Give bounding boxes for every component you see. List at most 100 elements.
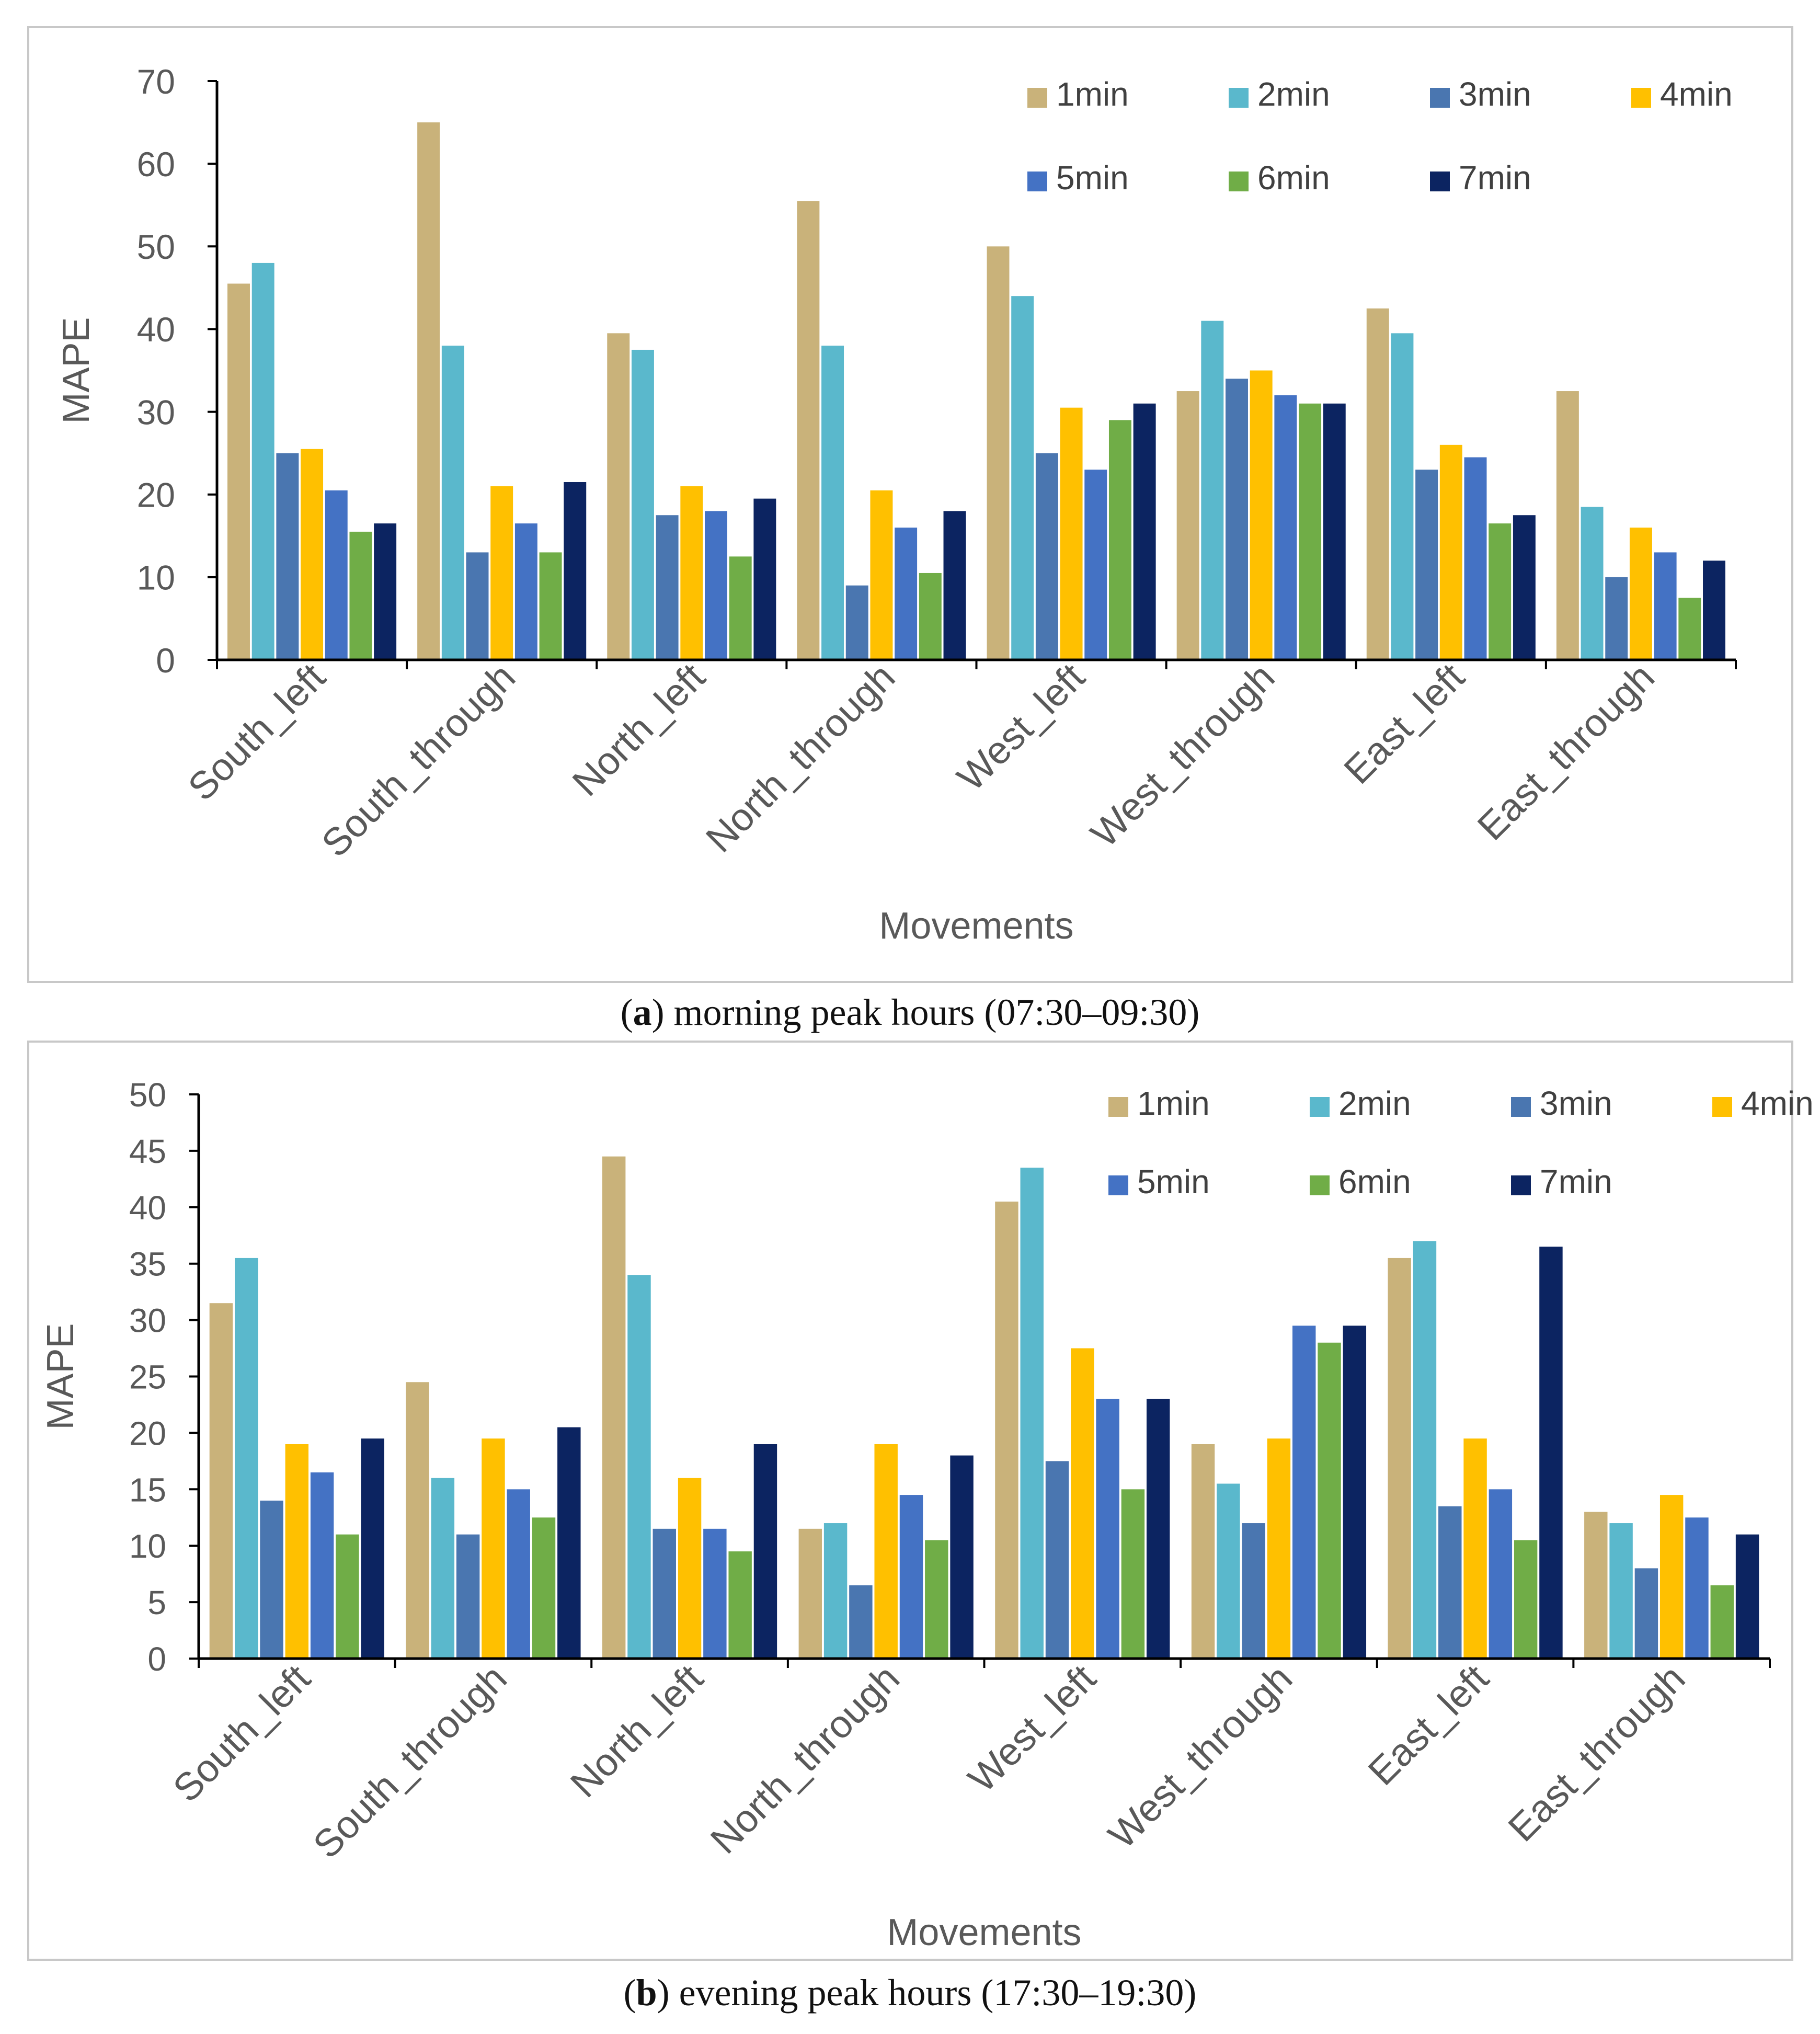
legend-label: 6min	[1257, 159, 1330, 197]
bar-1min-West_through	[1176, 391, 1199, 660]
x-category-label: South_through	[305, 1656, 515, 1867]
y-tick-label: 70	[137, 62, 175, 101]
y-tick-label: 50	[137, 227, 175, 266]
legend-item-1min: 1min	[1108, 1084, 1210, 1122]
bar-6min-West_left	[1108, 420, 1131, 660]
bar-1min-West_through	[1191, 1444, 1215, 1659]
bar-5min-South_through	[507, 1489, 530, 1659]
caption-evening: (b) evening peak hours (17:30–19:30)	[623, 1972, 1197, 2014]
bar-7min-South_left	[361, 1438, 384, 1659]
bar-1min-West_left	[995, 1202, 1018, 1659]
x-category-label: East_through	[1469, 655, 1663, 849]
bar-7min-East_through	[1735, 1534, 1759, 1659]
legend-swatch	[1631, 88, 1651, 108]
bar-7min-North_left	[753, 498, 776, 660]
caption-morning: (a) morning peak hours (07:30–09:30)	[620, 991, 1200, 1033]
bar-1min-North_through	[797, 201, 820, 660]
x-category-label: South_left	[180, 655, 334, 809]
x-category-label: North_through	[697, 655, 903, 861]
x-category-label: West_left	[949, 655, 1093, 799]
legend-item-6min: 6min	[1310, 1163, 1411, 1201]
bar-1min-East_left	[1366, 308, 1389, 660]
bar-2min-West_through	[1201, 321, 1224, 660]
bar-7min-West_left	[1146, 1399, 1170, 1659]
bar-4min-South_left	[301, 449, 324, 660]
bar-1min-East_left	[1388, 1258, 1411, 1659]
bar-1min-North_left	[607, 333, 630, 660]
bar-2min-West_through	[1217, 1483, 1240, 1659]
bar-7min-South_through	[564, 482, 587, 660]
x-category-label: South_left	[165, 1656, 319, 1810]
bar-7min-North_through	[943, 511, 966, 660]
bar-1min-North_through	[798, 1528, 822, 1659]
y-tick-label: 50	[129, 1076, 166, 1114]
legend-label: 4min	[1660, 75, 1733, 113]
legend-swatch	[1310, 1097, 1330, 1117]
bar-4min-East_through	[1629, 527, 1652, 660]
bar-6min-West_through	[1318, 1342, 1341, 1659]
bar-5min-North_left	[703, 1528, 727, 1659]
legend-item-3min: 3min	[1430, 75, 1531, 113]
legend-label: 5min	[1056, 159, 1129, 197]
caption-text: ) evening peak hours (17:30–19:30)	[657, 1972, 1197, 2014]
bar-6min-North_through	[925, 1540, 948, 1659]
caption-text: ) morning peak hours (07:30–09:30)	[651, 991, 1200, 1033]
bar-2min-North_through	[821, 346, 844, 660]
bar-3min-West_left	[1035, 453, 1058, 660]
bar-2min-South_through	[431, 1478, 455, 1659]
legend-item-4min: 4min	[1712, 1084, 1814, 1122]
bar-6min-East_through	[1710, 1585, 1734, 1659]
bar-5min-East_left	[1464, 457, 1487, 660]
legend-item-7min: 7min	[1511, 1163, 1612, 1201]
bar-1min-South_through	[417, 122, 440, 660]
legend-item-5min: 5min	[1027, 159, 1129, 197]
legend-item-6min: 6min	[1229, 159, 1330, 197]
bar-2min-East_left	[1413, 1241, 1437, 1659]
bar-4min-South_left	[285, 1444, 309, 1659]
legend-item-7min: 7min	[1430, 159, 1531, 197]
bar-2min-South_left	[235, 1258, 258, 1659]
bar-6min-South_through	[539, 552, 562, 660]
legend-label: 6min	[1338, 1163, 1411, 1201]
bar-5min-West_through	[1292, 1325, 1316, 1659]
bar-6min-East_through	[1678, 598, 1701, 660]
bar-3min-North_left	[653, 1528, 676, 1659]
bar-3min-South_through	[466, 552, 489, 660]
bar-4min-South_through	[490, 486, 513, 660]
bar-6min-East_left	[1489, 523, 1512, 660]
legend-label: 4min	[1741, 1084, 1814, 1122]
legend-label: 1min	[1137, 1084, 1210, 1122]
bar-4min-West_left	[1071, 1348, 1094, 1659]
legend-label: 3min	[1459, 75, 1531, 113]
x-category-label: East_left	[1360, 1656, 1497, 1793]
legend-label: 1min	[1056, 75, 1129, 113]
bar-7min-West_left	[1133, 403, 1156, 660]
legend-item-4min: 4min	[1631, 75, 1733, 113]
y-tick-label: 20	[129, 1414, 166, 1452]
legend-swatch	[1712, 1097, 1732, 1117]
bar-6min-West_left	[1121, 1489, 1145, 1659]
legend-swatch	[1430, 172, 1450, 191]
bar-4min-East_left	[1439, 444, 1462, 660]
y-tick-label: 30	[129, 1302, 166, 1340]
legend-label: 7min	[1540, 1163, 1612, 1201]
x-category-label: South_through	[313, 655, 523, 865]
bar-2min-East_through	[1581, 507, 1604, 660]
bar-2min-East_left	[1391, 333, 1414, 660]
legend-label: 2min	[1257, 75, 1330, 113]
caption-label: b	[636, 1972, 657, 2014]
bar-3min-South_left	[276, 453, 299, 660]
bar-4min-West_through	[1250, 370, 1273, 660]
bar-1min-East_through	[1556, 391, 1579, 660]
bar-5min-North_through	[899, 1495, 923, 1659]
legend-swatch	[1229, 172, 1249, 191]
legend-item-2min: 2min	[1310, 1084, 1411, 1122]
bar-5min-East_left	[1489, 1489, 1513, 1659]
bar-1min-South_left	[209, 1303, 233, 1659]
bar-2min-West_left	[1020, 1168, 1044, 1659]
bar-3min-East_through	[1605, 577, 1628, 660]
x-axis-title: Movements	[887, 1912, 1081, 1953]
bar-7min-North_left	[753, 1444, 777, 1659]
x-category-label: West_left	[960, 1656, 1104, 1800]
legend-item-2min: 2min	[1229, 75, 1330, 113]
